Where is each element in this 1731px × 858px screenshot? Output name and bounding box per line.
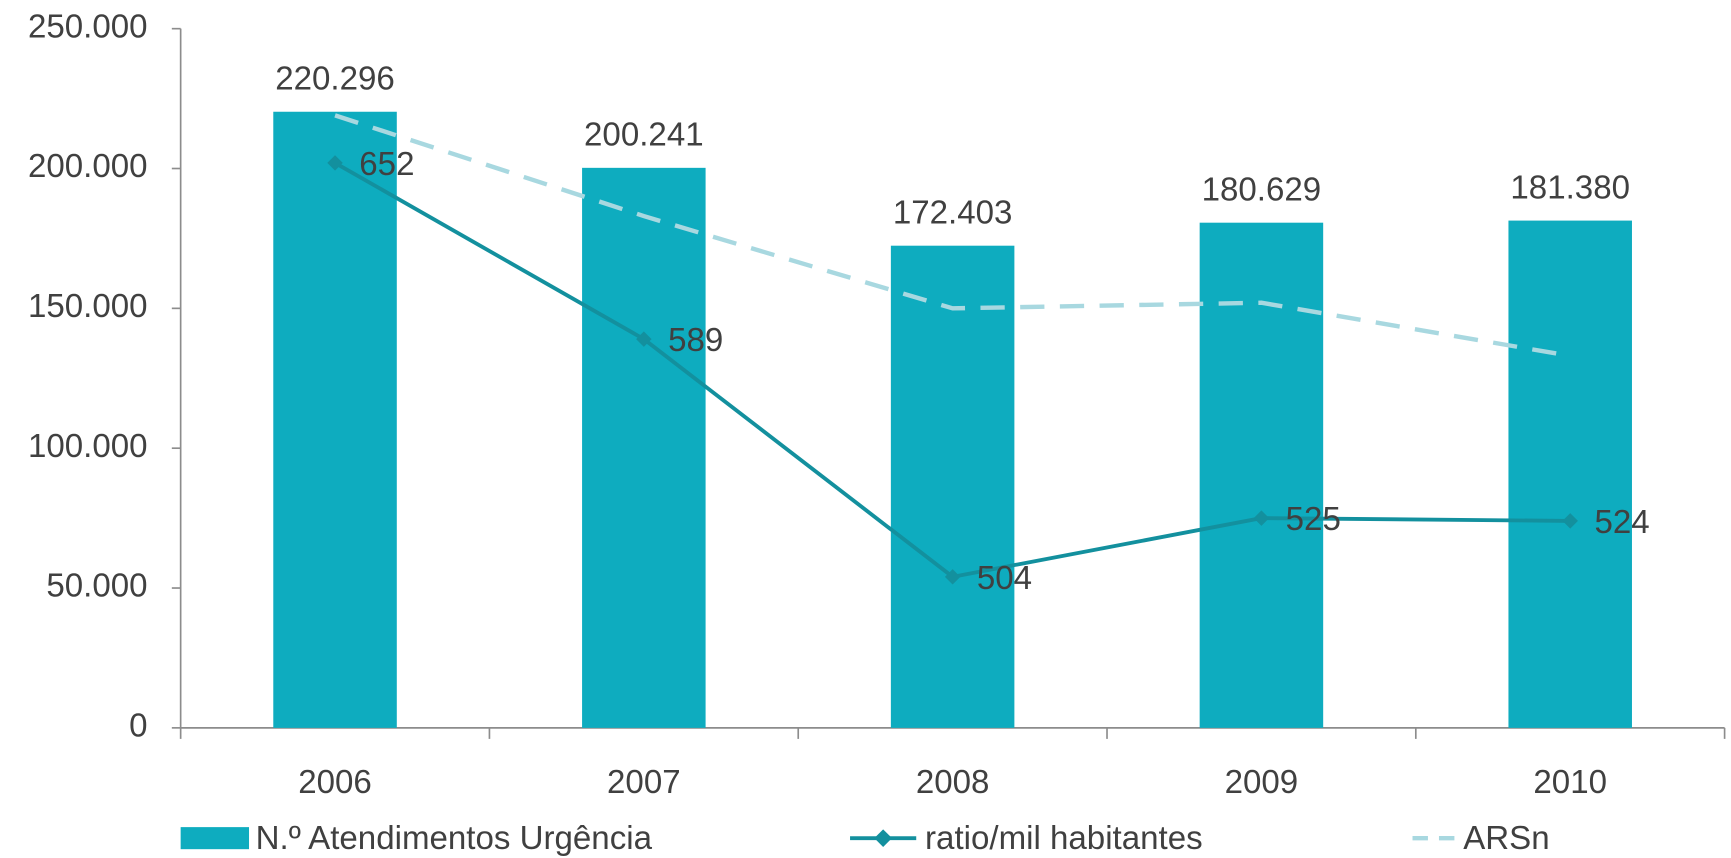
bar [1508,220,1632,728]
bar-value-label: 172.403 [893,195,1013,232]
bar [273,111,397,728]
legend-label: ARSn [1463,820,1549,857]
bar [1199,222,1324,728]
y-tick-label: 0 [129,708,147,745]
line-value-label: 652 [359,146,414,183]
line-value-label: 524 [1594,504,1649,541]
bar [890,245,1015,728]
marker [944,569,961,585]
x-tick-label: 2006 [298,764,372,801]
x-tick-label: 2010 [1533,764,1607,801]
y-tick-label: 50.000 [46,568,147,605]
line-value-label: 504 [977,560,1032,597]
line [334,113,1571,359]
legend-marker [874,829,892,847]
line-value-label: 525 [1286,501,1341,538]
y-tick-label: 200.000 [28,148,148,185]
line-value-label: 589 [668,322,723,359]
y-tick-label: 100.000 [28,428,148,465]
legend-label: ratio/mil habitantes [925,820,1203,857]
bar-value-label: 220.296 [275,61,395,98]
y-tick-label: 250.000 [28,8,148,45]
legend-label: N.º Atendimentos Urgência [256,820,653,857]
x-tick-label: 2008 [916,764,990,801]
bar-value-label: 180.629 [1202,172,1322,209]
marker [1562,513,1578,529]
x-tick-label: 2007 [607,764,681,801]
bar-value-label: 200.241 [584,117,704,154]
bar-value-label: 181.380 [1510,169,1630,206]
legend-swatch [180,827,250,850]
y-tick-label: 150.000 [28,288,148,325]
bar [582,167,706,728]
x-tick-label: 2009 [1225,764,1299,801]
